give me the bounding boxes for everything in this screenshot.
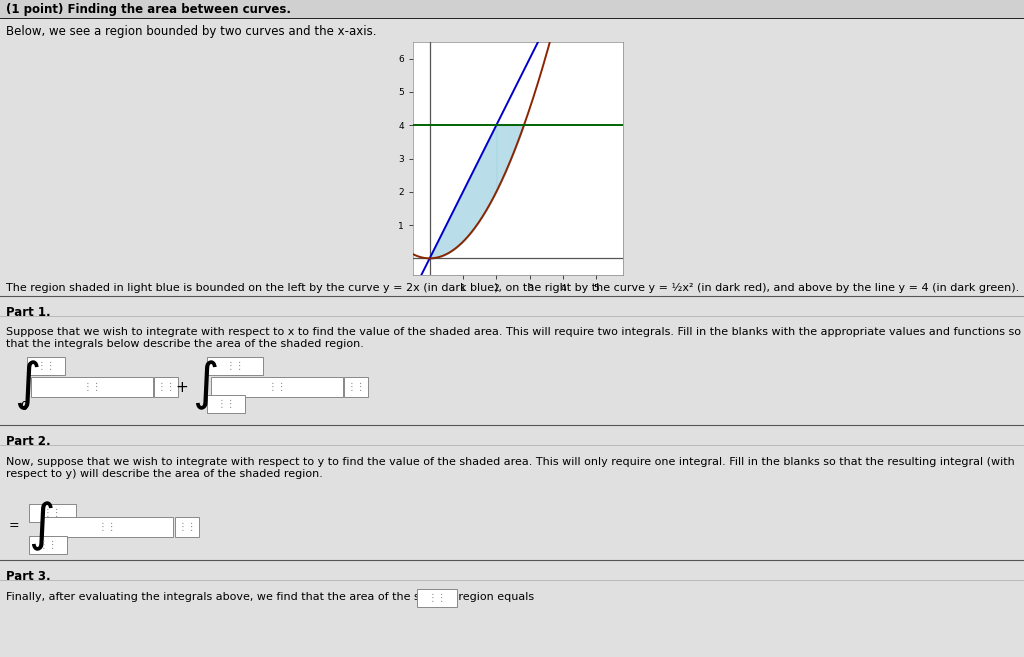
Text: 0: 0 [20, 400, 28, 413]
Text: =: = [9, 520, 19, 533]
FancyBboxPatch shape [29, 504, 76, 522]
Text: (1 point) Finding the area between curves.: (1 point) Finding the area between curve… [6, 3, 291, 16]
Text: ⋮⋮: ⋮⋮ [346, 382, 366, 392]
Text: Suppose that we wish to integrate with respect to x to find the value of the sha: Suppose that we wish to integrate with r… [6, 327, 1021, 349]
Text: Part 3.: Part 3. [6, 570, 50, 583]
Text: ⋮⋮: ⋮⋮ [157, 382, 176, 392]
FancyBboxPatch shape [207, 395, 245, 413]
FancyBboxPatch shape [154, 377, 178, 397]
FancyBboxPatch shape [41, 517, 173, 537]
FancyBboxPatch shape [211, 377, 343, 397]
Text: $\int$: $\int$ [193, 358, 218, 412]
FancyBboxPatch shape [344, 377, 368, 397]
Bar [0, 0, 1024, 18]
FancyBboxPatch shape [417, 589, 457, 607]
FancyBboxPatch shape [31, 377, 153, 397]
FancyBboxPatch shape [207, 357, 263, 375]
Text: +: + [176, 380, 188, 396]
FancyBboxPatch shape [29, 536, 67, 554]
Text: ⋮⋮: ⋮⋮ [177, 522, 197, 532]
Text: $\int$: $\int$ [14, 358, 40, 412]
Text: ⋮⋮: ⋮⋮ [36, 361, 55, 371]
Text: ⋮⋮: ⋮⋮ [216, 399, 236, 409]
Text: ⋮⋮: ⋮⋮ [38, 540, 57, 550]
Text: Below, we see a region bounded by two curves and the x-axis.: Below, we see a region bounded by two cu… [6, 26, 377, 39]
Text: Now, suppose that we wish to integrate with respect to y to find the value of th: Now, suppose that we wish to integrate w… [6, 457, 1015, 478]
Text: Part 1.: Part 1. [6, 306, 50, 319]
Text: ⋮⋮: ⋮⋮ [267, 382, 287, 392]
Text: ⋮⋮: ⋮⋮ [97, 522, 117, 532]
Text: $\int$: $\int$ [28, 499, 53, 553]
Text: ⋮⋮: ⋮⋮ [43, 508, 62, 518]
Text: Part 2.: Part 2. [6, 435, 50, 448]
FancyBboxPatch shape [175, 517, 199, 537]
Text: ⋮⋮: ⋮⋮ [427, 593, 446, 603]
Text: ⋮⋮: ⋮⋮ [82, 382, 101, 392]
FancyBboxPatch shape [27, 357, 65, 375]
Text: The region shaded in light blue is bounded on the left by the curve y = 2x (in d: The region shaded in light blue is bound… [6, 283, 1019, 293]
Text: ⋮⋮: ⋮⋮ [225, 361, 245, 371]
Text: Finally, after evaluating the integrals above, we find that the area of the shad: Finally, after evaluating the integrals … [6, 592, 535, 602]
